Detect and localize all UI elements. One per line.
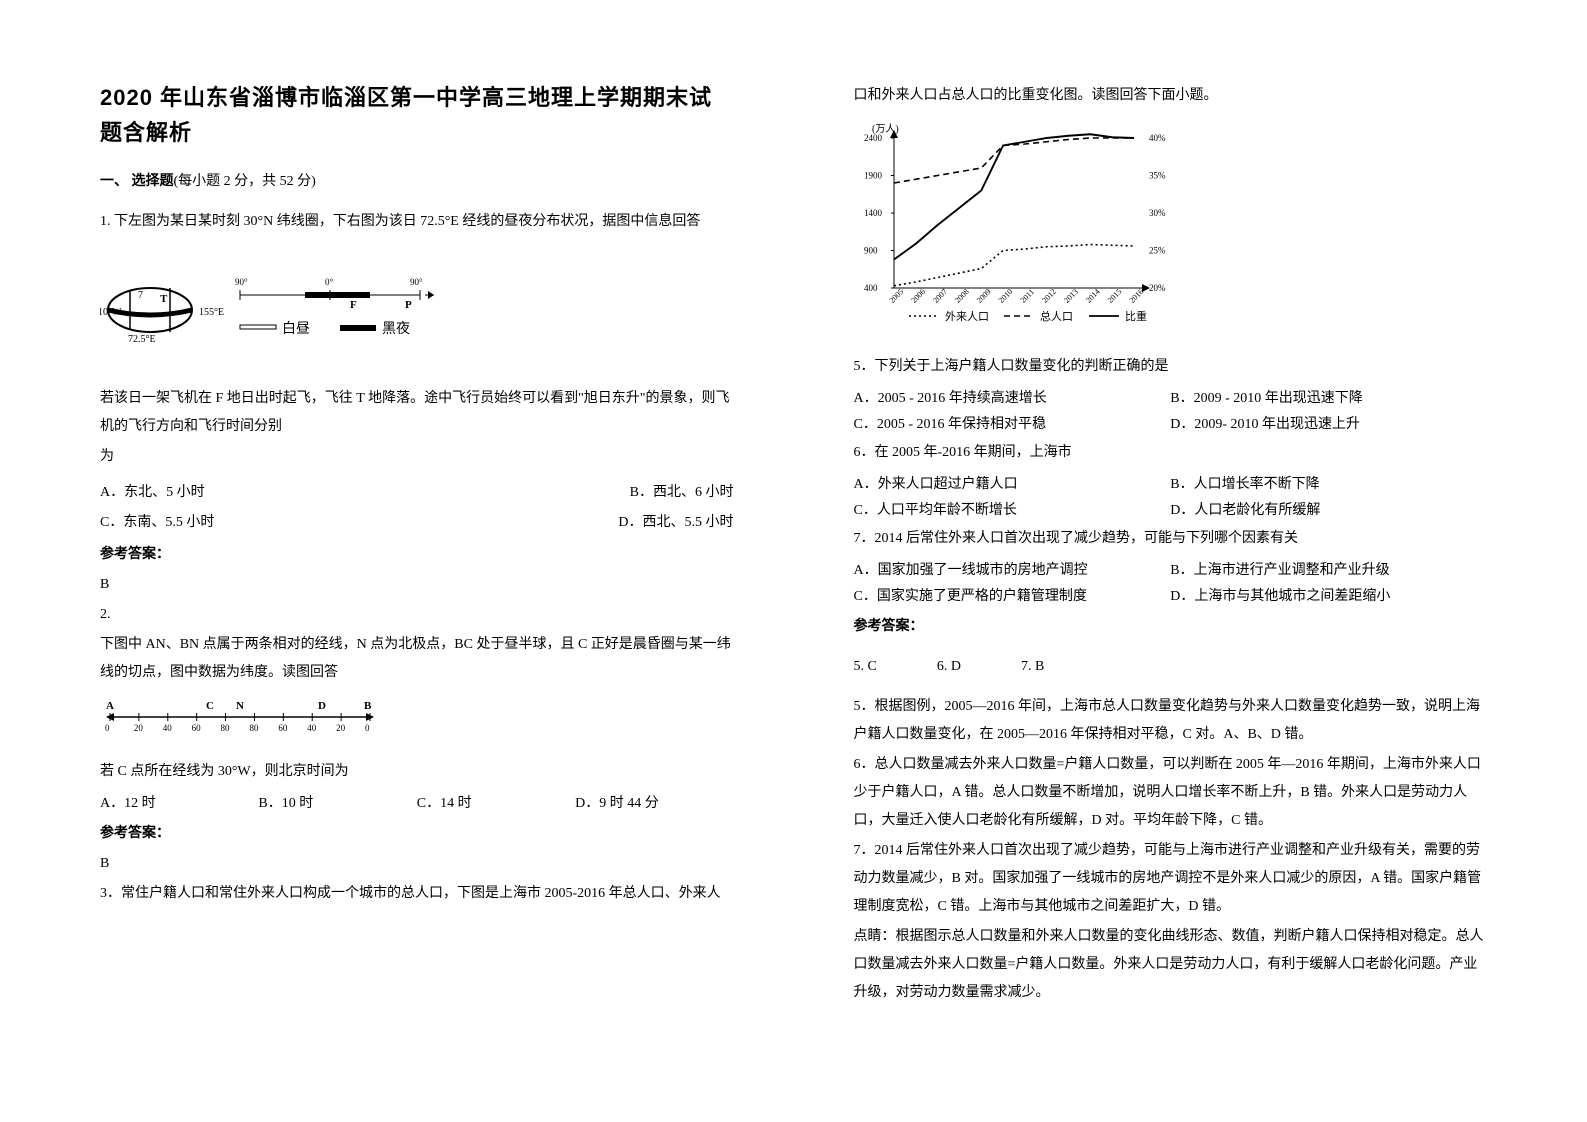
svg-text:A: A — [106, 700, 114, 712]
svg-text:2011: 2011 — [1018, 287, 1035, 304]
svg-text:2005: 2005 — [887, 287, 905, 305]
svg-text:90°: 90° — [410, 277, 423, 287]
svg-text:900: 900 — [864, 246, 878, 256]
svg-text:2009: 2009 — [974, 287, 992, 305]
svg-text:2400: 2400 — [864, 133, 883, 143]
svg-text:80: 80 — [221, 723, 231, 733]
q1-figure: 10°W 7 155°E 72.5°E T 90° 0° 90° F P — [100, 260, 734, 365]
svg-text:7: 7 — [138, 290, 143, 301]
q6-opts2: C．人口平均年龄不断增长D．人口老龄化有所缓解 — [854, 499, 1488, 519]
expl-6: 6．总人口数量减去外来人口数量=户籍人口数量，可以判断在 2005 年—2016… — [854, 751, 1488, 835]
svg-text:黑夜: 黑夜 — [382, 321, 410, 337]
svg-text:F: F — [350, 299, 357, 311]
q2-answer-head: 参考答案： — [100, 820, 734, 848]
svg-text:白昼: 白昼 — [282, 321, 310, 337]
svg-text:2015: 2015 — [1105, 287, 1123, 305]
svg-text:30%: 30% — [1149, 208, 1166, 218]
svg-text:外来人口: 外来人口 — [945, 310, 989, 323]
q7-opts1: A．国家加强了一线城市的房地产调控B．上海市进行产业调整和产业升级 — [854, 559, 1488, 579]
q1-opts-row2: C．东南、5.5 小时D．西北、5.5 小时 — [100, 511, 734, 531]
svg-text:80: 80 — [249, 723, 259, 733]
population-chart: (万人) 240019001400900400 40%35%30%25%20% … — [854, 118, 1488, 343]
svg-text:20: 20 — [134, 723, 144, 733]
q6-opts1: A．外来人口超过户籍人口B．人口增长率不断下降 — [854, 473, 1488, 493]
svg-text:0: 0 — [105, 723, 110, 733]
q1-stem: 1. 下左图为某日某时刻 30°N 纬线圈，下右图为该日 72.5°E 经线的昼… — [100, 208, 734, 236]
q2-figure: 0 20 40 60 80 80 60 40 20 0 A C N D B — [100, 697, 734, 742]
svg-text:比重: 比重 — [1125, 309, 1147, 323]
exam-title: 2020 年山东省淄博市临淄区第一中学高三地理上学期期末试题含解析 — [100, 80, 734, 150]
svg-text:N: N — [236, 700, 244, 712]
q3-cont: 口和外来人口占总人口的比重变化图。读图回答下面小题。 — [854, 82, 1488, 110]
svg-text:40: 40 — [307, 723, 317, 733]
svg-text:2012: 2012 — [1040, 287, 1058, 305]
svg-text:40%: 40% — [1149, 133, 1166, 143]
q2-cond: 若 C 点所在经线为 30°W，则北京时间为 — [100, 758, 734, 786]
svg-text:2007: 2007 — [931, 287, 949, 305]
svg-text:0: 0 — [365, 723, 370, 733]
q2-answer: B — [100, 850, 734, 878]
answer-head: 参考答案： — [854, 613, 1488, 641]
q6: 6．在 2005 年-2016 年期间，上海市 — [854, 439, 1488, 467]
q1-cond2: 为 — [100, 443, 734, 471]
svg-text:400: 400 — [864, 283, 878, 293]
svg-text:25%: 25% — [1149, 246, 1166, 256]
q7-opts2: C．国家实施了更严格的户籍管理制度D．上海市与其他城市之间差距缩小 — [854, 585, 1488, 605]
q2-opts: A．12 时B．10 时C．14 时D．9 时 44 分 — [100, 792, 734, 812]
svg-text:1400: 1400 — [864, 208, 883, 218]
svg-text:155°E: 155°E — [199, 307, 224, 318]
svg-text:35%: 35% — [1149, 171, 1166, 181]
svg-text:72.5°E: 72.5°E — [128, 334, 156, 345]
svg-text:20: 20 — [336, 723, 346, 733]
q5-opts1: A．2005 - 2016 年持续高速增长B．2009 - 2010 年出现迅速… — [854, 387, 1488, 407]
svg-text:P: P — [405, 299, 412, 311]
svg-text:2008: 2008 — [953, 287, 971, 305]
svg-text:T: T — [160, 293, 168, 305]
svg-text:90°: 90° — [235, 277, 248, 287]
q7: 7．2014 后常住外来人口首次出现了减少趋势，可能与下列哪个因素有关 — [854, 525, 1488, 553]
svg-text:20%: 20% — [1149, 283, 1166, 293]
svg-text:60: 60 — [192, 723, 202, 733]
expl-7: 7．2014 后常住外来人口首次出现了减少趋势，可能与上海市进行产业调整和产业升… — [854, 837, 1488, 921]
q2-stem: 下图中 AN、BN 点属于两条相对的经线，N 点为北极点，BC 处于昼半球，且 … — [100, 631, 734, 687]
svg-text:D: D — [318, 700, 326, 712]
q5-opts2: C．2005 - 2016 年保持相对平稳D．2009- 2010 年出现迅速上… — [854, 413, 1488, 433]
q2-num: 2. — [100, 601, 734, 629]
svg-text:总人口: 总人口 — [1040, 309, 1073, 323]
q1-answer-head: 参考答案： — [100, 541, 734, 569]
svg-text:1900: 1900 — [864, 171, 883, 181]
q3-stem: 3．常住户籍人口和常住外来人口构成一个城市的总人口，下图是上海市 2005-20… — [100, 880, 734, 908]
svg-text:2010: 2010 — [996, 287, 1014, 305]
svg-text:2006: 2006 — [909, 287, 927, 305]
expl-5: 5．根据图例，2005—2016 年间，上海市总人口数量变化趋势与外来人口数量变… — [854, 693, 1488, 749]
svg-text:40: 40 — [163, 723, 173, 733]
svg-text:C: C — [206, 700, 214, 712]
q5: 5．下列关于上海户籍人口数量变化的判断正确的是 — [854, 353, 1488, 381]
q1-opts-row1: A．东北、5 小时B．西北、6 小时 — [100, 481, 734, 501]
svg-text:2013: 2013 — [1062, 287, 1080, 305]
answer-row: 5. C6. D7. B — [854, 653, 1488, 681]
section-heading: 一、 选择题(每小题 2 分，共 52 分) — [100, 168, 734, 196]
q1-answer: B — [100, 571, 734, 599]
left-column: 2020 年山东省淄博市临淄区第一中学高三地理上学期期末试题含解析 一、 选择题… — [0, 0, 794, 1122]
right-column: 口和外来人口占总人口的比重变化图。读图回答下面小题。 (万人) 24001900… — [794, 0, 1587, 1122]
expl-note: 点睛：根据图示总人口数量和外来人口数量的变化曲线形态、数值，判断户籍人口保持相对… — [854, 923, 1488, 1007]
svg-text:2014: 2014 — [1083, 287, 1101, 305]
q1-cond: 若该日一架飞机在 F 地日出时起飞，飞往 T 地降落。途中飞行员始终可以看到"旭… — [100, 385, 734, 441]
svg-text:60: 60 — [278, 723, 288, 733]
svg-text:0°: 0° — [325, 277, 334, 287]
svg-text:B: B — [364, 700, 372, 712]
